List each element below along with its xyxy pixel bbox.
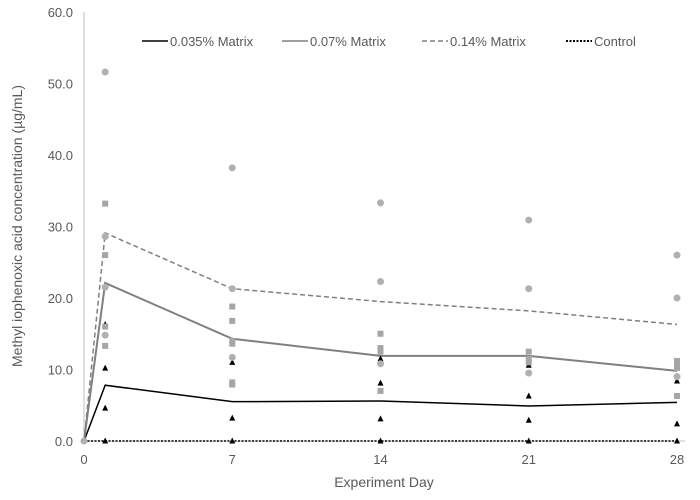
square-point (102, 342, 109, 349)
circle-point (101, 68, 109, 76)
x-tick-label: 28 (670, 452, 684, 467)
series-line-2 (83, 231, 678, 442)
square-point (102, 252, 109, 259)
triangle-point (229, 414, 236, 421)
legend-label-1: 0.07% Matrix (310, 34, 386, 49)
circle-point (228, 164, 236, 172)
circle-point (101, 283, 109, 291)
scatter-points (80, 68, 681, 445)
circle-point (101, 233, 109, 241)
y-tick-label: 40.0 (48, 148, 73, 163)
legend-label-2: 0.14% Matrix (450, 34, 526, 49)
circle-point (673, 373, 681, 381)
triangle-point (102, 364, 109, 371)
triangle-point (674, 420, 680, 427)
square-point (674, 392, 680, 399)
x-tick-label: 0 (80, 452, 87, 467)
series-line-0 (83, 384, 678, 442)
square-point (674, 365, 680, 372)
x-tick-label: 7 (229, 452, 236, 467)
x-tick-label: 14 (373, 452, 387, 467)
circle-point (377, 199, 384, 207)
triangle-point (377, 437, 384, 444)
triangle-point (377, 355, 384, 362)
triangle-point (377, 415, 384, 422)
y-tick-label: 0.0 (55, 434, 73, 449)
square-point (525, 348, 532, 355)
circle-point (377, 360, 384, 368)
triangle-point (525, 437, 532, 444)
circle-point (525, 285, 533, 293)
square-point (674, 360, 680, 367)
y-axis-label: Methyl iophenoxic acid concentration (µg… (9, 85, 25, 367)
triangle-point (525, 392, 532, 399)
series-line-1 (83, 281, 678, 442)
square-point (377, 330, 384, 337)
triangle-point (229, 358, 236, 365)
square-point (229, 317, 236, 324)
square-point (377, 387, 384, 394)
circle-point (377, 278, 384, 286)
square-point (229, 340, 236, 347)
series-lines (83, 231, 678, 442)
triangle-point (674, 377, 680, 384)
triangle-point (102, 404, 109, 411)
triangle-point (377, 379, 384, 386)
circle-point (101, 331, 109, 339)
triangle-point (229, 437, 236, 444)
circle-point (673, 294, 681, 302)
legend: 0.035% Matrix 0.07% Matrix 0.14% Matrix Con… (142, 34, 636, 49)
square-point (377, 345, 384, 352)
y-tick-label: 20.0 (48, 291, 73, 306)
circle-point (525, 369, 533, 377)
square-point (525, 355, 532, 362)
legend-label-0: 0.035% Matrix (170, 34, 254, 49)
circle-point (525, 216, 533, 224)
circle-point (673, 251, 681, 259)
square-point (102, 200, 109, 207)
y-tick-label: 50.0 (48, 77, 73, 92)
y-tick-label: 10.0 (48, 363, 73, 378)
y-tick-label: 60.0 (48, 5, 73, 20)
square-point (525, 359, 532, 366)
square-point (377, 348, 384, 355)
square-point (229, 381, 236, 388)
y-tick-label: 30.0 (48, 220, 73, 235)
x-axis-ticks: 0 7 14 21 28 (80, 452, 684, 467)
triangle-point (525, 416, 532, 423)
square-point (229, 303, 236, 310)
circle-point (80, 437, 88, 445)
square-point (102, 323, 109, 330)
legend-label-3: Control (594, 34, 636, 49)
circle-point (228, 353, 236, 361)
x-tick-label: 21 (522, 452, 536, 467)
y-axis-ticks: 0.0 10.0 20.0 30.0 40.0 50.0 60.0 (48, 5, 73, 449)
triangle-point (674, 437, 680, 444)
circle-point (228, 285, 236, 293)
x-axis-label: Experiment Day (334, 474, 434, 490)
triangle-point (102, 437, 109, 444)
